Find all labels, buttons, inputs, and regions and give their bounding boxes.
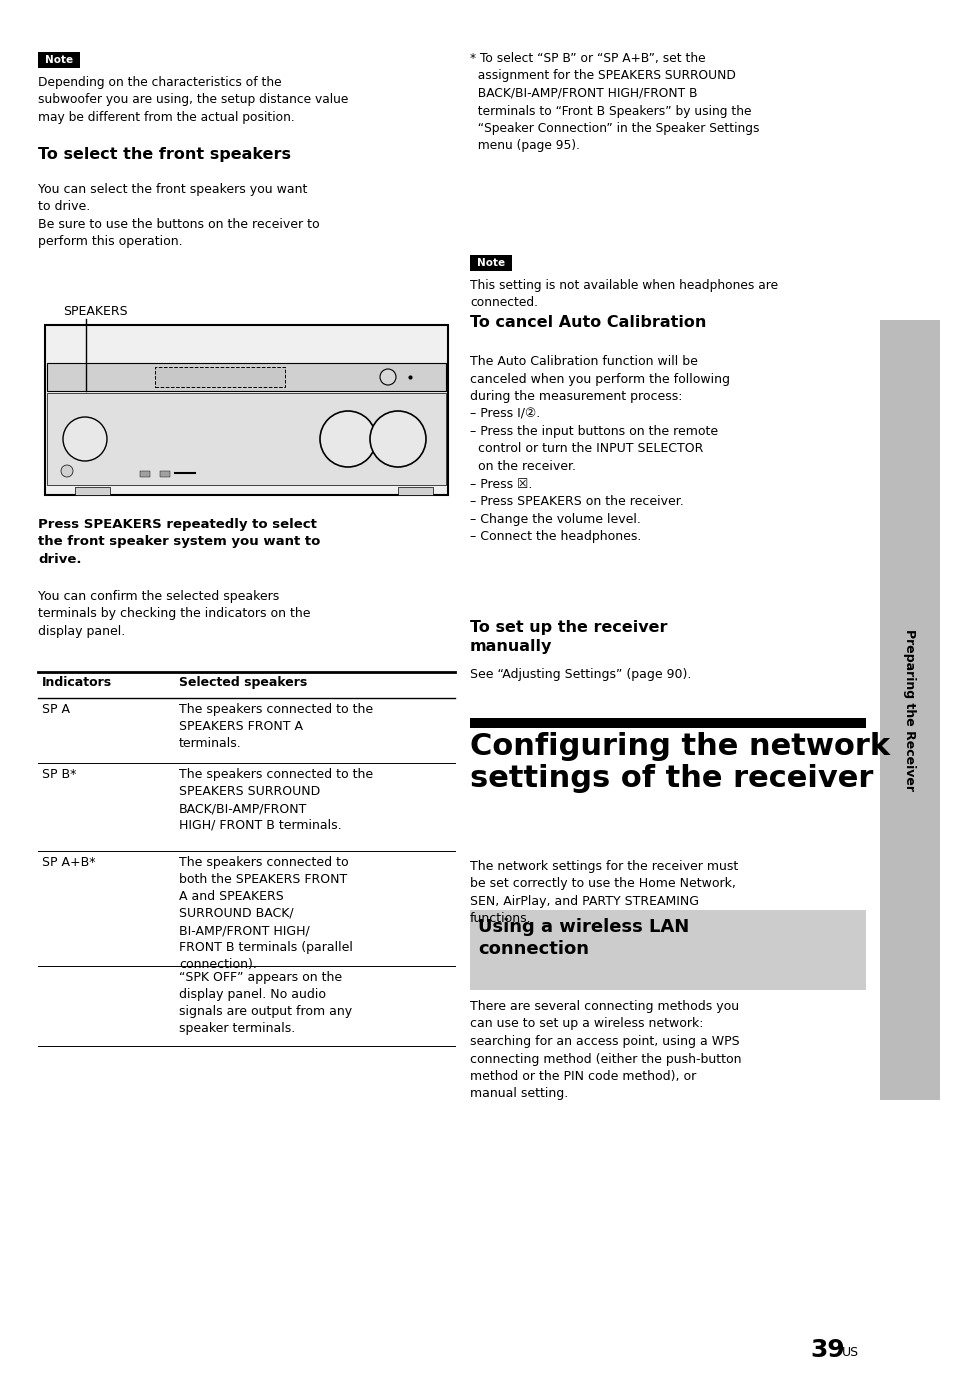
Bar — [140, 471, 150, 476]
Bar — [75, 487, 110, 496]
Text: US: US — [841, 1346, 859, 1359]
Bar — [38, 52, 80, 69]
Text: This setting is not available when headphones are
connected.: This setting is not available when headp… — [470, 279, 778, 309]
Bar — [470, 718, 865, 728]
Circle shape — [379, 369, 395, 384]
Bar — [470, 255, 512, 270]
Text: Configuring the network
settings of the receiver: Configuring the network settings of the … — [470, 732, 889, 794]
Text: Depending on the characteristics of the
subwoofer you are using, the setup dista: Depending on the characteristics of the … — [38, 76, 348, 124]
Bar — [879, 320, 939, 1100]
Text: Indicators: Indicators — [42, 676, 112, 689]
Text: See “Adjusting Settings” (page 90).: See “Adjusting Settings” (page 90). — [470, 669, 691, 681]
Text: To select the front speakers: To select the front speakers — [38, 147, 291, 162]
Text: You can select the front speakers you want
to drive.
Be sure to use the buttons : You can select the front speakers you wa… — [38, 183, 319, 249]
Bar — [45, 325, 448, 496]
Bar — [47, 362, 446, 391]
Text: “SPK OFF” appears on the
display panel. No audio
signals are output from any
spe: “SPK OFF” appears on the display panel. … — [179, 971, 352, 1035]
Text: There are several connecting methods you
can use to set up a wireless network:
s: There are several connecting methods you… — [470, 1000, 740, 1101]
Text: 39: 39 — [809, 1339, 843, 1362]
Circle shape — [61, 465, 73, 476]
Text: * To select “SP B” or “SP A+B”, set the
  assignment for the SPEAKERS SURROUND
 : * To select “SP B” or “SP A+B”, set the … — [470, 52, 759, 152]
Circle shape — [63, 417, 107, 461]
Text: You can confirm the selected speakers
terminals by checking the indicators on th: You can confirm the selected speakers te… — [38, 590, 310, 638]
Text: SPEAKERS: SPEAKERS — [63, 305, 128, 319]
Text: The network settings for the receiver must
be set correctly to use the Home Netw: The network settings for the receiver mu… — [470, 859, 738, 925]
Text: SP B*: SP B* — [42, 768, 76, 781]
Text: To set up the receiver
manually: To set up the receiver manually — [470, 621, 667, 654]
Bar — [397, 487, 433, 496]
Text: The Auto Calibration function will be
canceled when you perform the following
du: The Auto Calibration function will be ca… — [470, 356, 729, 542]
Text: The speakers connected to
both the SPEAKERS FRONT
A and SPEAKERS
SURROUND BACK/
: The speakers connected to both the SPEAK… — [179, 855, 353, 971]
Text: Note: Note — [476, 258, 504, 268]
Bar — [154, 367, 285, 387]
Text: The speakers connected to the
SPEAKERS SURROUND
BACK/BI-AMP/FRONT
HIGH/ FRONT B : The speakers connected to the SPEAKERS S… — [179, 768, 373, 832]
Text: Using a wireless LAN
connection: Using a wireless LAN connection — [477, 919, 688, 958]
Circle shape — [319, 411, 375, 467]
Text: Selected speakers: Selected speakers — [179, 676, 307, 689]
Circle shape — [370, 411, 426, 467]
Text: To cancel Auto Calibration: To cancel Auto Calibration — [470, 314, 705, 330]
Text: SP A+B*: SP A+B* — [42, 855, 95, 869]
Bar — [470, 910, 865, 990]
Text: Preparing the Receiver: Preparing the Receiver — [902, 629, 916, 791]
Bar — [47, 393, 446, 485]
Text: Note: Note — [45, 55, 73, 65]
Text: The speakers connected to the
SPEAKERS FRONT A
terminals.: The speakers connected to the SPEAKERS F… — [179, 703, 373, 750]
Text: SP A: SP A — [42, 703, 70, 715]
Text: Press SPEAKERS repeatedly to select
the front speaker system you want to
drive.: Press SPEAKERS repeatedly to select the … — [38, 518, 320, 566]
Bar — [160, 471, 170, 476]
